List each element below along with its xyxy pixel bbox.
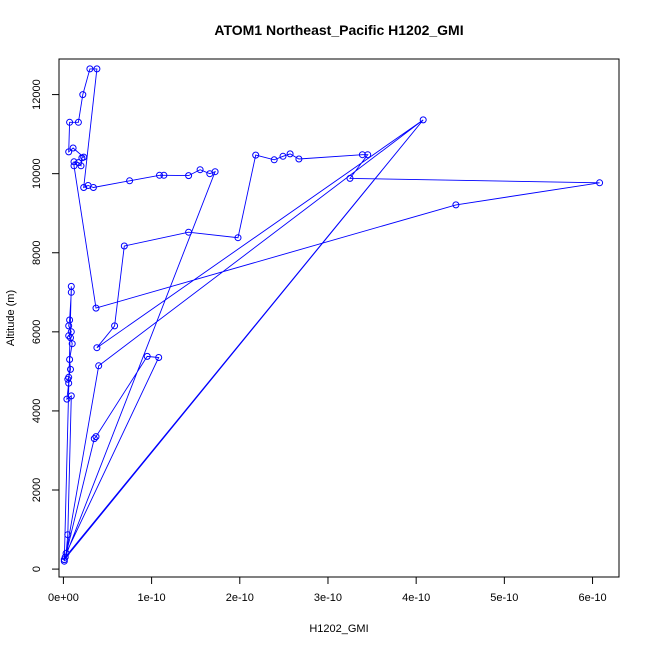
data-point <box>66 356 74 363</box>
data-point <box>89 184 97 191</box>
data-point <box>64 531 72 539</box>
x-axis-label: H1202_GMI <box>309 623 368 635</box>
data-point <box>77 162 85 170</box>
y-tick-label: 10000 <box>31 158 43 189</box>
data-point <box>252 151 260 159</box>
data-point <box>67 392 75 400</box>
series-line <box>63 68 600 562</box>
data-point <box>65 373 73 381</box>
data-point <box>126 177 134 185</box>
data-point <box>92 304 100 312</box>
chart-title: ATOM1 Northeast_Pacific H1202_GMI <box>214 22 463 38</box>
data-point <box>61 553 69 561</box>
plot-frame <box>58 58 620 578</box>
data-point <box>211 168 219 176</box>
data-point <box>155 354 163 361</box>
series-path <box>63 68 600 562</box>
x-tick-label: 0e+00 <box>48 592 79 604</box>
y-tick-label: 0 <box>31 566 43 572</box>
y-axis: 0 2000 4000 6000 8000 10000 12000 <box>31 79 60 572</box>
data-point <box>346 174 354 182</box>
data-point <box>234 234 242 242</box>
data-point <box>74 118 82 126</box>
data-point <box>70 158 78 166</box>
x-tick-label: 3e-10 <box>314 592 342 604</box>
data-point <box>286 150 294 158</box>
data-point <box>185 172 193 180</box>
y-tick-label: 12000 <box>31 79 43 110</box>
data-point <box>95 362 103 370</box>
x-tick-label: 6e-10 <box>578 592 606 604</box>
data-point <box>196 166 204 174</box>
x-tick-label: 4e-10 <box>402 592 430 604</box>
data-point <box>80 153 88 161</box>
data-point <box>120 242 128 250</box>
y-tick-label: 8000 <box>31 241 43 265</box>
data-point <box>160 171 168 179</box>
data-point <box>92 433 100 441</box>
data-point <box>270 156 278 164</box>
y-tick-label: 6000 <box>31 320 43 344</box>
data-point <box>62 549 70 557</box>
y-tick-label: 4000 <box>31 399 43 423</box>
data-point <box>596 179 604 187</box>
data-point <box>66 118 74 126</box>
x-tick-label: 1e-10 <box>138 592 166 604</box>
data-point <box>86 65 94 73</box>
data-point <box>67 365 74 373</box>
data-point <box>66 316 74 324</box>
y-axis-label: Altitude (m) <box>5 290 17 346</box>
data-point <box>69 144 77 152</box>
data-point <box>185 228 193 236</box>
data-point <box>364 151 372 159</box>
x-tick-label: 2e-10 <box>226 592 254 604</box>
data-point <box>67 328 75 336</box>
data-point <box>143 352 151 360</box>
data-point <box>452 201 460 209</box>
data-point <box>358 151 366 159</box>
data-point <box>65 148 73 156</box>
x-tick-label: 5e-10 <box>490 592 518 604</box>
data-point <box>279 152 287 160</box>
series-points <box>60 65 604 565</box>
data-point <box>93 65 101 73</box>
data-point <box>419 116 427 124</box>
data-point <box>111 322 119 330</box>
data-point <box>93 344 101 352</box>
data-point <box>67 282 75 290</box>
data-point <box>90 435 98 443</box>
data-point <box>295 155 303 163</box>
y-tick-label: 2000 <box>31 478 43 502</box>
data-point <box>156 171 163 179</box>
x-axis: 0e+00 1e-10 2e-10 3e-10 4e-10 5e-10 6e-10 <box>48 576 607 604</box>
data-point <box>79 91 87 99</box>
data-point <box>80 184 88 191</box>
